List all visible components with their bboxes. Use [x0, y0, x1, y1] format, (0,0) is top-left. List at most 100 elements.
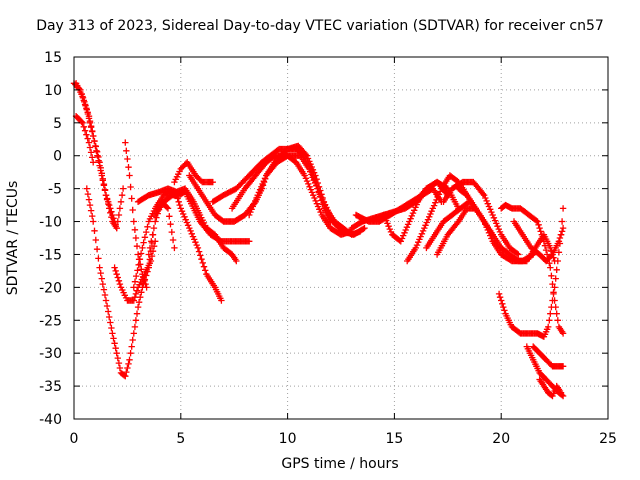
series-track-15 [246, 142, 368, 238]
data-point [79, 93, 86, 100]
data-point [131, 226, 139, 233]
data-point [315, 183, 323, 190]
data-point [559, 224, 567, 232]
data-point [325, 209, 332, 217]
y-tick-label: -15 [39, 247, 62, 263]
data-point [255, 189, 263, 196]
data-point [108, 208, 115, 215]
data-point [488, 208, 495, 216]
data-point [385, 223, 392, 230]
series-track-2 [72, 80, 127, 232]
data-point [482, 194, 489, 202]
y-tick-label: 0 [53, 149, 62, 165]
data-point [101, 187, 109, 194]
data-point [422, 222, 429, 229]
data-point [406, 218, 413, 225]
data-point [106, 201, 113, 209]
data-point [360, 225, 367, 233]
data-point [97, 269, 104, 277]
data-point [480, 192, 488, 199]
data-point [126, 172, 133, 179]
data-point [114, 354, 121, 362]
data-point [328, 215, 335, 222]
data-point [134, 267, 141, 274]
data-point [105, 308, 112, 315]
data-point [86, 144, 94, 151]
data-point [96, 162, 103, 169]
data-point [90, 132, 97, 140]
data-point [307, 186, 314, 193]
series-track-26 [495, 205, 567, 340]
data-point [89, 212, 96, 220]
data-point [306, 183, 313, 190]
data-point [121, 372, 128, 379]
data-point [171, 244, 178, 252]
data-point [94, 152, 101, 159]
data-point [134, 303, 142, 311]
data-point [250, 200, 258, 207]
data-point [129, 336, 136, 344]
data-point [540, 238, 548, 245]
data-point [164, 205, 172, 212]
data-point [304, 155, 312, 162]
data-point [81, 127, 89, 134]
data-point [549, 280, 556, 288]
data-point [317, 187, 324, 194]
data-point [145, 251, 152, 258]
y-tick-label: 5 [53, 116, 62, 132]
data-point [316, 206, 323, 213]
data-point [209, 178, 216, 186]
data-point [107, 319, 114, 326]
data-point [141, 234, 149, 241]
data-point [500, 303, 507, 311]
data-point [515, 251, 522, 258]
data-point [233, 257, 240, 265]
data-point [117, 198, 125, 205]
data-point [112, 267, 119, 275]
data-point [433, 196, 440, 204]
data-point [139, 244, 146, 252]
data-point [136, 256, 144, 263]
x-tick-label: 10 [279, 431, 297, 447]
data-point [107, 205, 114, 212]
data-point [302, 175, 310, 182]
data-point [126, 356, 133, 363]
data-point [114, 218, 121, 225]
data-point [409, 209, 417, 217]
data-point [559, 363, 567, 370]
data-point [309, 166, 317, 173]
data-point [130, 330, 137, 337]
data-point [546, 317, 553, 324]
data-point [413, 201, 420, 208]
data-point [194, 244, 202, 252]
data-point [200, 263, 208, 270]
data-point [549, 297, 556, 304]
data-point [314, 203, 322, 210]
data-point [144, 223, 151, 230]
data-point [402, 226, 409, 234]
data-point [318, 191, 325, 198]
data-point [87, 122, 95, 130]
data-point [102, 192, 110, 199]
data-point [127, 350, 134, 357]
data-point [260, 177, 267, 185]
data-point [548, 303, 555, 311]
data-point [130, 297, 137, 304]
y-tick-label: -40 [39, 412, 62, 428]
data-point [313, 176, 320, 183]
data-point [147, 257, 155, 265]
data-point [499, 300, 506, 307]
data-point [306, 158, 313, 165]
data-point [112, 345, 119, 352]
x-tick-label: 15 [385, 431, 403, 447]
data-point [191, 236, 198, 243]
data-point [437, 188, 444, 195]
data-point [102, 297, 110, 304]
data-point [135, 299, 143, 306]
data-point [103, 302, 111, 310]
data-point [131, 323, 139, 331]
data-point [123, 147, 130, 154]
data-point [89, 127, 96, 135]
data-point [312, 172, 319, 179]
data-point [180, 210, 187, 218]
